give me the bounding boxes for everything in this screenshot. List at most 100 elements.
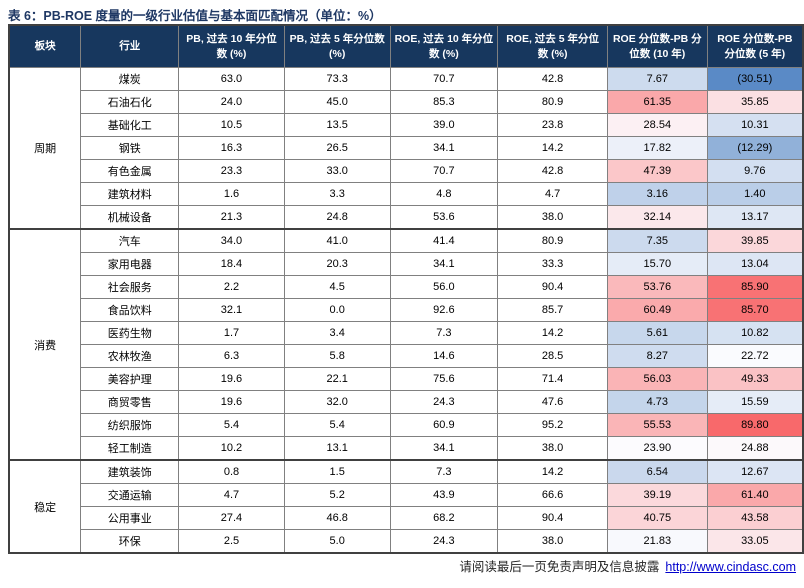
roe-5y-cell: 14.2 bbox=[497, 459, 608, 484]
pb-5y-cell: 1.5 bbox=[283, 459, 391, 484]
roe-5y-cell: 95.2 bbox=[497, 413, 608, 437]
roe-5y-cell: 90.4 bbox=[497, 506, 608, 530]
diff-10y-cell: 4.73 bbox=[606, 390, 708, 414]
header-sector: 板块 bbox=[8, 24, 82, 68]
table-row: 食品饮料 32.1 0.0 92.6 85.7 60.49 85.70 bbox=[9, 298, 804, 322]
cindasc-link[interactable]: http://www.cindasc.com bbox=[665, 560, 796, 574]
pb-10y-cell: 5.4 bbox=[178, 413, 285, 437]
table-row: 建筑材料 1.6 3.3 4.8 4.7 3.16 1.40 bbox=[9, 182, 804, 206]
pb-5y-cell: 33.0 bbox=[283, 159, 391, 183]
roe-10y-cell: 7.3 bbox=[389, 321, 499, 345]
disclaimer-text: 请阅读最后一页免责声明及信息披露 bbox=[459, 560, 660, 574]
pb-10y-cell: 2.2 bbox=[178, 275, 285, 299]
pb-5y-cell: 41.0 bbox=[283, 228, 391, 253]
header-roe-5y: ROE, 过去 5 年分位数 (%) bbox=[497, 24, 608, 68]
pb-5y-cell: 26.5 bbox=[283, 136, 391, 160]
diff-10y-cell: 6.54 bbox=[606, 459, 708, 484]
pb-5y-cell: 13.1 bbox=[283, 436, 391, 461]
diff-5y-cell: 33.05 bbox=[706, 529, 804, 554]
table-row: 钢铁 16.3 26.5 34.1 14.2 17.82 (12.29) bbox=[9, 136, 804, 160]
table-row: 基础化工 10.5 13.5 39.0 23.8 28.54 10.31 bbox=[9, 113, 804, 137]
industry-cell: 机械设备 bbox=[80, 205, 180, 230]
industry-cell: 商贸零售 bbox=[80, 390, 180, 414]
sector-cell: 消费 bbox=[8, 228, 82, 461]
diff-5y-cell: (30.51) bbox=[706, 67, 804, 91]
roe-10y-cell: 70.7 bbox=[389, 67, 499, 91]
roe-10y-cell: 34.1 bbox=[389, 136, 499, 160]
diff-10y-cell: 39.19 bbox=[606, 483, 708, 507]
header-diff-5y: ROE 分位数-PB 分位数 (5 年) bbox=[706, 24, 804, 68]
header-pb-10y: PB, 过去 10 年分位数 (%) bbox=[178, 24, 285, 68]
roe-5y-cell: 14.2 bbox=[497, 136, 608, 160]
pb-5y-cell: 20.3 bbox=[283, 252, 391, 276]
diff-5y-cell: 39.85 bbox=[706, 228, 804, 253]
roe-5y-cell: 38.0 bbox=[497, 436, 608, 461]
industry-cell: 社会服务 bbox=[80, 275, 180, 299]
industry-cell: 有色金属 bbox=[80, 159, 180, 183]
roe-5y-cell: 80.9 bbox=[497, 90, 608, 114]
pb-10y-cell: 1.6 bbox=[178, 182, 285, 206]
table-body: 周期 煤炭 63.0 73.3 70.7 42.8 7.67 (30.51) 石油石化 24.0 4… bbox=[8, 67, 804, 554]
roe-5y-cell: 38.0 bbox=[497, 529, 608, 554]
diff-10y-cell: 15.70 bbox=[606, 252, 708, 276]
industry-cell: 建筑装饰 bbox=[80, 459, 180, 484]
diff-5y-cell: 89.80 bbox=[706, 413, 804, 437]
diff-10y-cell: 60.49 bbox=[606, 298, 708, 322]
pb-10y-cell: 18.4 bbox=[178, 252, 285, 276]
roe-10y-cell: 39.0 bbox=[389, 113, 499, 137]
roe-10y-cell: 75.6 bbox=[389, 367, 499, 391]
table-row: 石油石化 24.0 45.0 85.3 80.9 61.35 35.85 bbox=[9, 90, 804, 114]
header-roe-10y: ROE, 过去 10 年分位数 (%) bbox=[389, 24, 499, 68]
pb-10y-cell: 27.4 bbox=[178, 506, 285, 530]
pb-5y-cell: 4.5 bbox=[283, 275, 391, 299]
table-row: 美容护理 19.6 22.1 75.6 71.4 56.03 49.33 bbox=[9, 367, 804, 391]
roe-10y-cell: 4.8 bbox=[389, 182, 499, 206]
diff-5y-cell: 22.72 bbox=[706, 344, 804, 368]
diff-10y-cell: 7.35 bbox=[606, 228, 708, 253]
pb-5y-cell: 73.3 bbox=[283, 67, 391, 91]
table-row: 社会服务 2.2 4.5 56.0 90.4 53.76 85.90 bbox=[9, 275, 804, 299]
sector-cell: 稳定 bbox=[8, 459, 82, 554]
industry-cell: 交通运输 bbox=[80, 483, 180, 507]
industry-cell: 食品饮料 bbox=[80, 298, 180, 322]
pb-5y-cell: 22.1 bbox=[283, 367, 391, 391]
industry-cell: 汽车 bbox=[80, 228, 180, 253]
diff-10y-cell: 53.76 bbox=[606, 275, 708, 299]
pb-5y-cell: 3.4 bbox=[283, 321, 391, 345]
header-row: 板块 行业 PB, 过去 10 年分位数 (%) PB, 过去 5 年分位数 (… bbox=[8, 24, 804, 68]
roe-5y-cell: 66.6 bbox=[497, 483, 608, 507]
table-row: 轻工制造 10.2 13.1 34.1 38.0 23.90 24.88 bbox=[9, 436, 804, 461]
pb-5y-cell: 0.0 bbox=[283, 298, 391, 322]
roe-5y-cell: 23.8 bbox=[497, 113, 608, 137]
diff-5y-cell: 24.88 bbox=[706, 436, 804, 461]
diff-10y-cell: 55.53 bbox=[606, 413, 708, 437]
pb-5y-cell: 5.8 bbox=[283, 344, 391, 368]
roe-10y-cell: 56.0 bbox=[389, 275, 499, 299]
diff-5y-cell: 12.67 bbox=[706, 459, 804, 484]
industry-cell: 医药生物 bbox=[80, 321, 180, 345]
diff-10y-cell: 61.35 bbox=[606, 90, 708, 114]
diff-5y-cell: 15.59 bbox=[706, 390, 804, 414]
roe-5y-cell: 14.2 bbox=[497, 321, 608, 345]
industry-cell: 钢铁 bbox=[80, 136, 180, 160]
diff-10y-cell: 56.03 bbox=[606, 367, 708, 391]
diff-10y-cell: 23.90 bbox=[606, 436, 708, 461]
table-row: 农林牧渔 6.3 5.8 14.6 28.5 8.27 22.72 bbox=[9, 344, 804, 368]
pb-5y-cell: 46.8 bbox=[283, 506, 391, 530]
industry-cell: 环保 bbox=[80, 529, 180, 554]
roe-5y-cell: 38.0 bbox=[497, 205, 608, 230]
table-row: 机械设备 21.3 24.8 53.6 38.0 32.14 13.17 bbox=[9, 205, 804, 230]
pb-10y-cell: 16.3 bbox=[178, 136, 285, 160]
pb-10y-cell: 21.3 bbox=[178, 205, 285, 230]
pb-10y-cell: 19.6 bbox=[178, 367, 285, 391]
diff-5y-cell: 43.58 bbox=[706, 506, 804, 530]
industry-cell: 家用电器 bbox=[80, 252, 180, 276]
roe-10y-cell: 70.7 bbox=[389, 159, 499, 183]
industry-cell: 公用事业 bbox=[80, 506, 180, 530]
roe-5y-cell: 71.4 bbox=[497, 367, 608, 391]
table-header: 板块 行业 PB, 过去 10 年分位数 (%) PB, 过去 5 年分位数 (… bbox=[8, 24, 804, 68]
pb-10y-cell: 0.8 bbox=[178, 459, 285, 484]
diff-10y-cell: 21.83 bbox=[606, 529, 708, 554]
pb-10y-cell: 19.6 bbox=[178, 390, 285, 414]
header-diff-10y: ROE 分位数-PB 分位数 (10 年) bbox=[606, 24, 708, 68]
